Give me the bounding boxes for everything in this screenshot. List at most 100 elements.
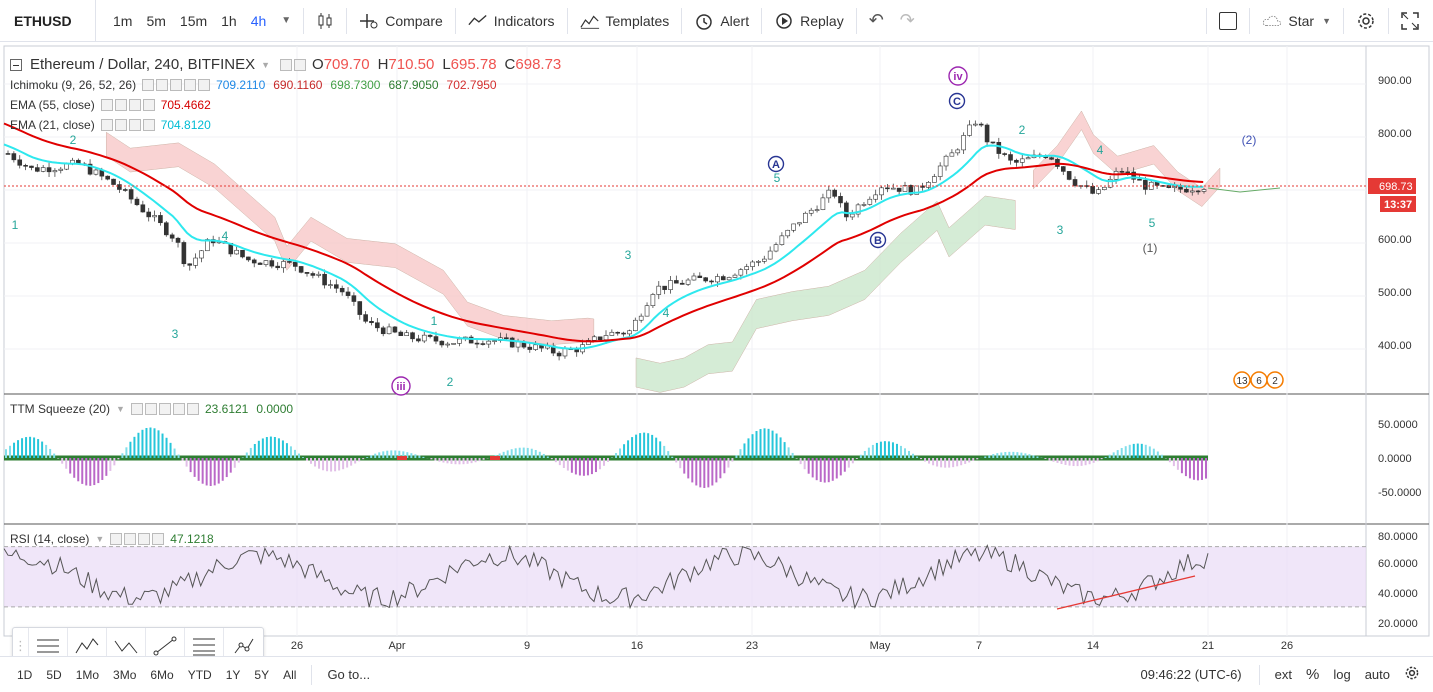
candle-body <box>1119 171 1125 173</box>
percent-toggle[interactable]: % <box>1305 666 1320 683</box>
alert-button[interactable]: Alert <box>686 0 757 42</box>
rsi-tick: 20.0000 <box>1378 618 1418 630</box>
drag-handle-icon[interactable]: ⋮ <box>13 628 29 664</box>
templates-button[interactable]: Templates <box>572 0 678 42</box>
wave-label: 3 <box>1057 223 1064 237</box>
ttm-buttons[interactable] <box>130 403 199 415</box>
candle-body <box>932 176 937 183</box>
candle-body <box>292 261 298 267</box>
indicators-label: Indicators <box>493 12 555 29</box>
range-all[interactable]: All <box>283 667 297 682</box>
candles-icon <box>318 12 332 29</box>
candle-body <box>1201 189 1207 192</box>
event-count: 2 <box>1272 376 1278 387</box>
auto-toggle[interactable]: auto <box>1364 667 1390 682</box>
wave-label: 4 <box>1097 143 1104 157</box>
time-tick: 14 <box>1087 640 1099 652</box>
interval-1h[interactable]: 1h <box>221 12 237 29</box>
ttm-dropdown-icon[interactable]: ▼ <box>116 404 125 414</box>
interval-5m[interactable]: 5m <box>146 12 166 29</box>
candle-body <box>902 185 908 192</box>
undo-button[interactable]: ↶ <box>861 0 892 42</box>
candle-body <box>93 169 99 175</box>
top-toolbar: ETHUSD 1m 5m 15m 1h 4h ▼ Compare Indicators … <box>0 0 1433 42</box>
clock[interactable]: 09:46:22 (UTC-6) <box>1140 667 1242 682</box>
candle-body <box>955 149 961 154</box>
high-value: 710.50 <box>388 56 435 73</box>
range-3mo[interactable]: 3Mo <box>113 667 137 682</box>
chart-style-button[interactable] <box>308 0 342 42</box>
time-tick: 21 <box>1202 640 1214 652</box>
candle-body <box>591 336 597 341</box>
candle-body <box>474 342 480 345</box>
indicators-icon <box>468 14 487 25</box>
time-tick: 9 <box>524 640 530 652</box>
wave-label: 3 <box>172 327 179 341</box>
symbol-search[interactable]: ETHUSD <box>0 0 96 42</box>
replay-button[interactable]: Replay <box>766 0 852 42</box>
candle-body <box>257 262 263 265</box>
compare-button[interactable]: Compare <box>351 0 451 42</box>
candle-body <box>128 189 134 200</box>
range-1d[interactable]: 1D <box>17 667 33 682</box>
settings-button[interactable] <box>1348 0 1384 42</box>
legend-dropdown-icon[interactable]: ▼ <box>261 59 271 70</box>
elliott-correction-tool[interactable] <box>107 628 146 664</box>
candle-body <box>586 339 591 345</box>
candle-body <box>832 189 837 197</box>
path-tool[interactable] <box>224 628 263 664</box>
axis-settings-button[interactable] <box>1397 665 1427 684</box>
legend-buttons[interactable] <box>280 58 307 71</box>
rsi-dropdown-icon[interactable]: ▼ <box>95 534 105 544</box>
candle-body <box>52 170 58 173</box>
range-1y[interactable]: 1Y <box>225 667 241 682</box>
trend-line-tool[interactable] <box>146 628 185 664</box>
wave-label: 1 <box>12 218 19 232</box>
candle-body <box>797 222 802 225</box>
fib-retracement-tool[interactable] <box>185 628 224 664</box>
ema55-buttons[interactable] <box>100 99 155 111</box>
candle-body <box>351 295 357 302</box>
range-1mo[interactable]: 1Mo <box>75 667 100 682</box>
candle-body <box>410 332 415 340</box>
elliott-impulse-tool[interactable] <box>68 628 107 664</box>
layout-button[interactable] <box>1211 0 1245 42</box>
ttm-tick: -50.0000 <box>1378 487 1421 499</box>
goto-button[interactable]: Go to... <box>327 667 371 682</box>
indicators-button[interactable]: Indicators <box>460 0 563 42</box>
economic-events[interactable]: 13 6 2 <box>1233 371 1284 389</box>
range-6mo[interactable]: 6Mo <box>150 667 174 682</box>
redo-button[interactable]: ↷ <box>892 0 923 42</box>
interval-15m[interactable]: 15m <box>179 12 208 29</box>
interval-dropdown-icon[interactable]: ▼ <box>281 15 292 26</box>
fullscreen-button[interactable] <box>1393 0 1427 42</box>
ema21-buttons[interactable] <box>100 119 155 131</box>
wave-label: 2 <box>447 375 454 389</box>
collapse-legend-icon[interactable] <box>10 58 22 71</box>
range-5d[interactable]: 5D <box>46 667 62 682</box>
chart-border <box>3 45 1430 637</box>
ext-toggle[interactable]: ext <box>1274 667 1292 682</box>
wave-label: 5 <box>774 171 781 185</box>
divider <box>303 7 305 34</box>
ichimoku-buttons[interactable] <box>142 79 211 91</box>
star-button[interactable]: Star ▼ <box>1254 0 1339 42</box>
candle-body <box>890 187 896 190</box>
candle-body <box>996 141 1002 154</box>
abc-wave-icon <box>114 640 138 654</box>
range-5y[interactable]: 5Y <box>254 667 270 682</box>
candle-body <box>163 222 169 236</box>
candle-body <box>691 275 697 281</box>
candle-body <box>908 185 914 195</box>
rsi-legend: RSI (14, close) ▼ 47.1218 <box>10 532 222 546</box>
interval-1m[interactable]: 1m <box>113 12 133 29</box>
log-toggle[interactable]: log <box>1333 667 1351 682</box>
range-ytd[interactable]: YTD <box>187 667 212 682</box>
rsi-buttons[interactable] <box>110 533 165 545</box>
candle-body <box>685 279 691 285</box>
horizontal-lines-tool[interactable] <box>29 628 68 664</box>
interval-4h[interactable]: 4h <box>250 12 267 29</box>
candle-body <box>416 338 421 342</box>
